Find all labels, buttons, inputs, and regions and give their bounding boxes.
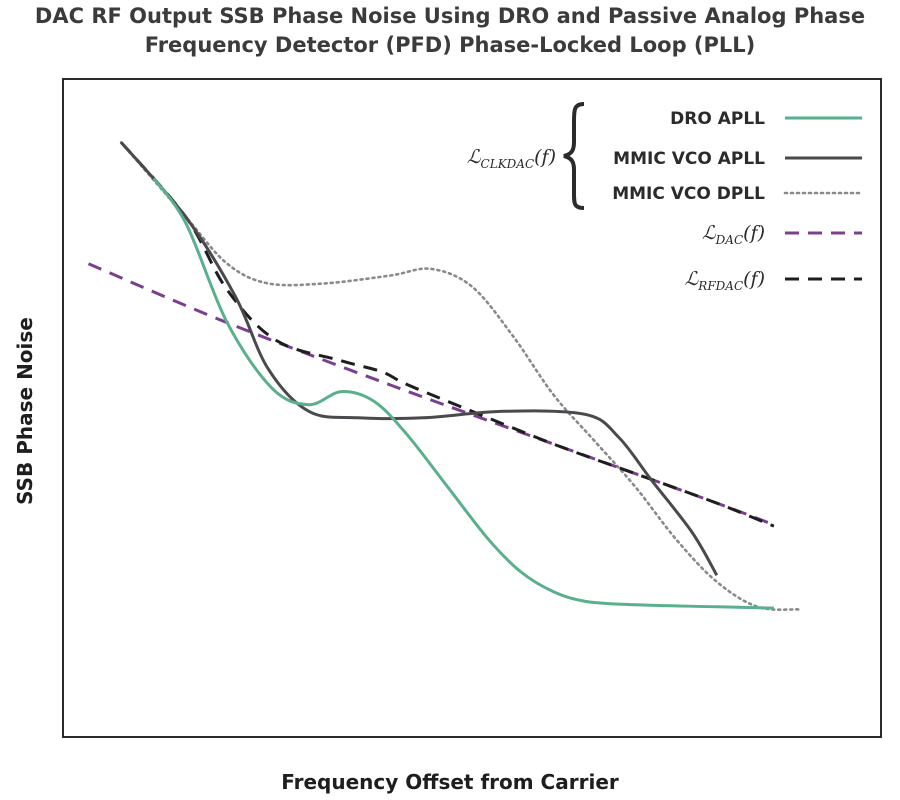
series-line-mmic-vco-dpll: [119, 141, 800, 611]
chart-title: DAC RF Output SSB Phase Noise Using DRO …: [0, 2, 900, 60]
legend-brace-label: ℒCLKDAC(f): [467, 146, 556, 171]
chart-title-line-1: DAC RF Output SSB Phase Noise Using DRO …: [34, 4, 866, 28]
x-axis-label: Frequency Offset from Carrier: [281, 770, 619, 794]
series-line-rfdac: [119, 141, 775, 528]
legend-brace: [563, 102, 585, 210]
legend-label-mmic-vco-apll: MMIC VCO APLL: [613, 149, 765, 169]
legend: DRO APLL MMIC VCO APLL MMIC VCO DPLL ℒDAC(f…: [467, 102, 864, 293]
series-line-dro-apll: [152, 177, 774, 610]
chart-title-line-2: Frequency Detector (PFD) Phase-Locked Lo…: [144, 33, 756, 57]
legend-label-dro-apll: DRO APLL: [670, 109, 765, 129]
plot-frame: [62, 78, 882, 738]
series-line-dac: [87, 262, 775, 527]
legend-label-dac: ℒDAC(f): [702, 222, 765, 247]
legend-label-mmic-vco-dpll: MMIC VCO DPLL: [612, 184, 765, 204]
series-layer: [87, 141, 800, 611]
series-line-mmic-vco-apll: [119, 141, 719, 577]
legend-label-rfdac: ℒRFDAC(f): [685, 268, 765, 293]
